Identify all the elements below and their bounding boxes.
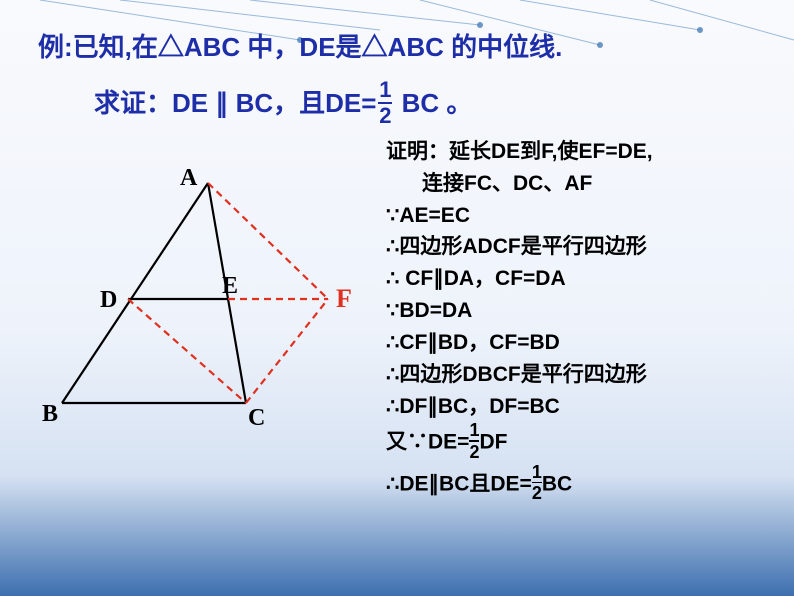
proof-head2: 连接FC、DC、AF (378, 169, 770, 199)
proof-step: ∴ CF∥DA，CF=DA (378, 264, 770, 294)
proof-step: ∴四边形DBCF是平行四边形 (378, 360, 770, 390)
problem-line1: 例:已知,在△ABC 中，DE是△ABC 的中位线. (38, 28, 770, 67)
problem-statement: 例:已知,在△ABC 中，DE是△ABC 的中位线. 求证：DE ∥ BC，且D… (38, 28, 770, 129)
problem-line2: 求证：DE ∥ BC，且DE=12 BC 。 (94, 81, 770, 129)
proof-block: 证明：延长DE到F,使EF=DE, 连接FC、DC、AF ∵AE=EC∴四边形A… (378, 137, 770, 506)
triangle-diagram: A B C D E F (38, 155, 368, 445)
proof-step: ∴DF∥BC，DF=BC (378, 392, 770, 422)
fraction-half-2: 12 (469, 421, 479, 461)
proof-step: ∴四边形ADCF是平行四边形 (378, 232, 770, 262)
proof-frac-step: 又∵DE=12DF (378, 423, 770, 463)
fraction-half-3: 12 (532, 463, 542, 503)
proof-step: ∴CF∥BD，CF=BD (378, 328, 770, 358)
fraction-half: 12 (376, 79, 394, 127)
svg-text:A: A (180, 165, 198, 191)
proof-step: ∵BD=DA (378, 296, 770, 326)
proof-head: 证明：延长DE到F,使EF=DE, (378, 137, 770, 167)
svg-text:E: E (222, 273, 238, 299)
svg-text:D: D (100, 287, 117, 313)
proof-step: ∵AE=EC (378, 201, 770, 231)
proof-conclusion: ∴DE∥BC且DE=12BC (378, 465, 770, 505)
svg-text:F: F (336, 284, 352, 313)
svg-text:B: B (42, 401, 58, 427)
svg-text:C: C (248, 405, 265, 431)
